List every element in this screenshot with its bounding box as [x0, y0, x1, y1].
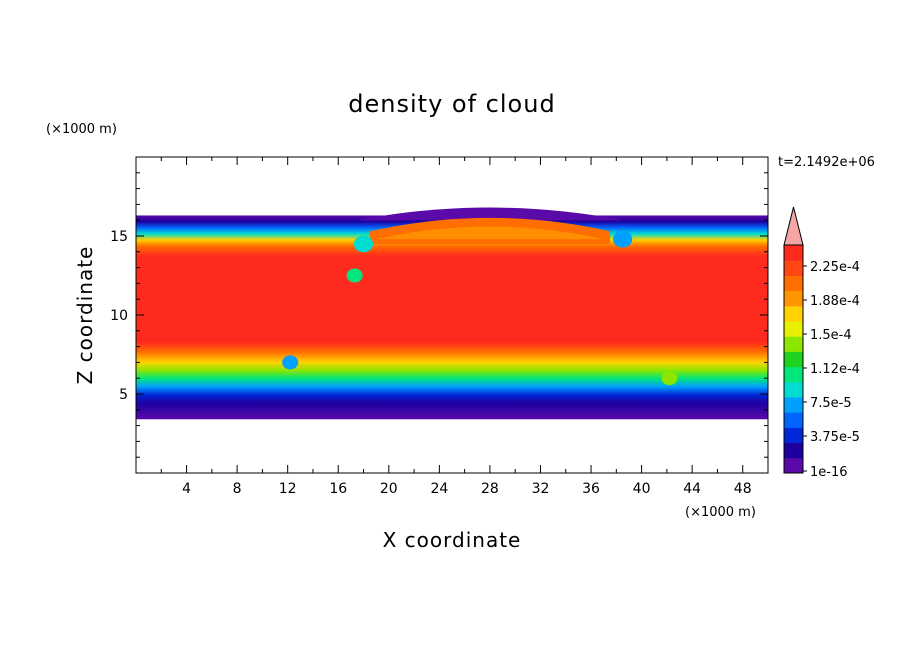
colorbar-segment [784, 397, 803, 413]
x-axis-label: X coordinate [383, 528, 522, 552]
x-tick-label: 36 [582, 481, 600, 497]
x-tick-label: 28 [481, 481, 499, 497]
x-tick-label: 16 [329, 481, 347, 497]
x-unit-label: (×1000 m) [685, 505, 756, 520]
colorbar-segment [784, 427, 803, 444]
x-tick-label: 44 [683, 481, 701, 497]
x-tick-label: 8 [233, 481, 242, 497]
colorbar-segment [784, 366, 803, 383]
colorbar-segment [784, 336, 803, 352]
x-tick-label: 4 [182, 481, 191, 497]
cloud-feature [613, 230, 633, 248]
cloud-band [136, 215, 768, 420]
chart-title: density of cloud [348, 90, 555, 118]
x-tick-label: 24 [430, 481, 448, 497]
y-axis: 5 10 15 [110, 172, 768, 458]
colorbar-tick-label: 1e-16 [810, 465, 848, 480]
x-tick-label: 40 [633, 481, 651, 497]
colorbar: 2.25e-4 1.88e-4 1.5e-4 1.12e-4 7.5e-5 3.75e-5… [783, 206, 860, 480]
cloud-feature [661, 371, 678, 386]
colorbar-segment [784, 275, 803, 292]
cloud-feature [353, 235, 374, 253]
cloud-feature [346, 268, 363, 283]
colorbar-segment [784, 305, 803, 322]
colorbar-tick-label: 7.5e-5 [810, 396, 852, 411]
x-tick-label: 32 [532, 481, 550, 497]
cloud-dome-core [376, 226, 604, 240]
x-axis: 4 8 12 16 20 24 28 32 36 40 44 48 [160, 157, 752, 497]
colorbar-extend-arrow [783, 206, 804, 246]
colorbar-segment [784, 245, 803, 261]
colorbar-tick-label: 2.25e-4 [810, 260, 860, 275]
x-tick-label: 12 [279, 481, 297, 497]
colorbar-segment [784, 260, 803, 276]
time-label: t=2.1492e+06 [778, 155, 875, 170]
cloud-top-dome [357, 207, 623, 221]
colorbar-segment [784, 412, 803, 428]
colorbar-segment [784, 457, 803, 474]
colorbar-segment [784, 321, 803, 337]
x-tick-label: 20 [380, 481, 398, 497]
colorbar-tick-label: 3.75e-5 [810, 430, 860, 445]
colorbar-segment [784, 290, 803, 307]
y-axis-label: Z coordinate [73, 246, 97, 385]
colorbar-segment [784, 381, 803, 398]
cloud-feature [282, 355, 299, 370]
colorbar-segment [784, 442, 803, 459]
y-tick-label: 15 [110, 229, 128, 245]
colorbar-segment [784, 351, 803, 368]
colorbar-tick-label: 1.12e-4 [810, 362, 860, 377]
y-tick-label: 5 [119, 387, 128, 403]
colorbar-tick-label: 1.5e-4 [810, 328, 852, 343]
y-tick-label: 10 [110, 308, 128, 324]
y-unit-label: (×1000 m) [46, 122, 117, 137]
x-tick-label: 48 [734, 481, 752, 497]
density-field [136, 207, 768, 420]
colorbar-tick-label: 1.88e-4 [810, 294, 860, 309]
